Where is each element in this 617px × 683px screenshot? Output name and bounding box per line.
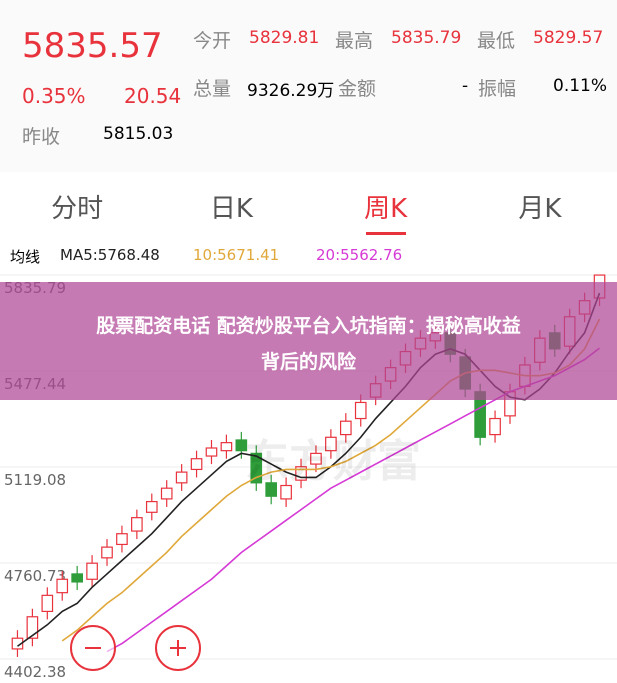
tab[interactable]: 日K xyxy=(209,194,253,224)
legend-item: 20:5562.76 xyxy=(316,246,403,264)
label: 最高 xyxy=(335,30,374,52)
candle-body xyxy=(339,420,352,436)
candle-body xyxy=(325,436,337,452)
candle-body xyxy=(71,573,83,583)
banner-text: 股票配资电话 配资炒股平台入坑指南：揭秘高收益 xyxy=(96,315,521,337)
change: 20.54 xyxy=(124,84,182,108)
value: 0.11% xyxy=(553,76,608,96)
legend-item: MA5:5768.48 xyxy=(60,246,160,264)
label: 振幅 xyxy=(478,78,517,100)
value: 5835.79 xyxy=(391,28,462,48)
price: 5835.57 xyxy=(22,26,163,66)
ad-banner[interactable] xyxy=(0,282,617,400)
value: - xyxy=(462,76,469,96)
quote-header xyxy=(0,0,617,172)
y-tick-label: 4402.38 xyxy=(4,663,66,681)
value: 9326.29万 xyxy=(247,81,335,101)
candle-body xyxy=(310,452,322,465)
candle-body xyxy=(489,417,501,436)
candle-body xyxy=(280,484,292,500)
candle-body xyxy=(86,562,98,580)
candle-body xyxy=(145,500,158,513)
label: 总量 xyxy=(193,78,232,100)
value: 5815.03 xyxy=(103,124,174,144)
tab[interactable]: 周K xyxy=(364,194,408,224)
candle-body xyxy=(11,637,24,650)
zoom-out[interactable] xyxy=(70,625,116,671)
watermark: 东方财富 xyxy=(245,436,421,487)
candle-body xyxy=(354,401,367,420)
candle-body xyxy=(26,616,39,639)
candle-body xyxy=(250,452,263,484)
label: 最低 xyxy=(477,30,516,52)
candle-body xyxy=(265,482,278,497)
tab[interactable]: 月K xyxy=(518,194,562,224)
candle-body xyxy=(116,533,128,546)
label: 金额 xyxy=(338,78,377,100)
candle-body xyxy=(160,487,173,500)
tab[interactable]: 分时 xyxy=(51,194,104,224)
candle-body xyxy=(205,447,218,457)
candle-body xyxy=(56,578,69,594)
candle-body xyxy=(41,594,54,613)
value: 5829.81 xyxy=(249,28,320,48)
candle-body xyxy=(190,458,203,471)
legend-item: 10:5671.41 xyxy=(193,246,280,264)
candle-body xyxy=(101,546,113,559)
candle-body xyxy=(295,466,307,481)
legend-title: 均线 xyxy=(10,248,41,266)
label: 今开 xyxy=(193,30,232,52)
tab-underline xyxy=(365,232,406,235)
label: 昨收 xyxy=(22,126,61,148)
zoom-in[interactable] xyxy=(155,625,201,671)
candle-body xyxy=(175,471,188,484)
candle-body xyxy=(220,442,233,452)
candle-body xyxy=(131,517,143,532)
y-tick-label: 4760.73 xyxy=(4,567,66,585)
candle-body xyxy=(235,439,248,452)
y-tick-label: 5119.08 xyxy=(4,471,66,489)
banner-text: 背后的风险 xyxy=(260,351,356,373)
value: 5829.57 xyxy=(533,28,604,48)
change-pct: 0.35% xyxy=(22,84,86,108)
